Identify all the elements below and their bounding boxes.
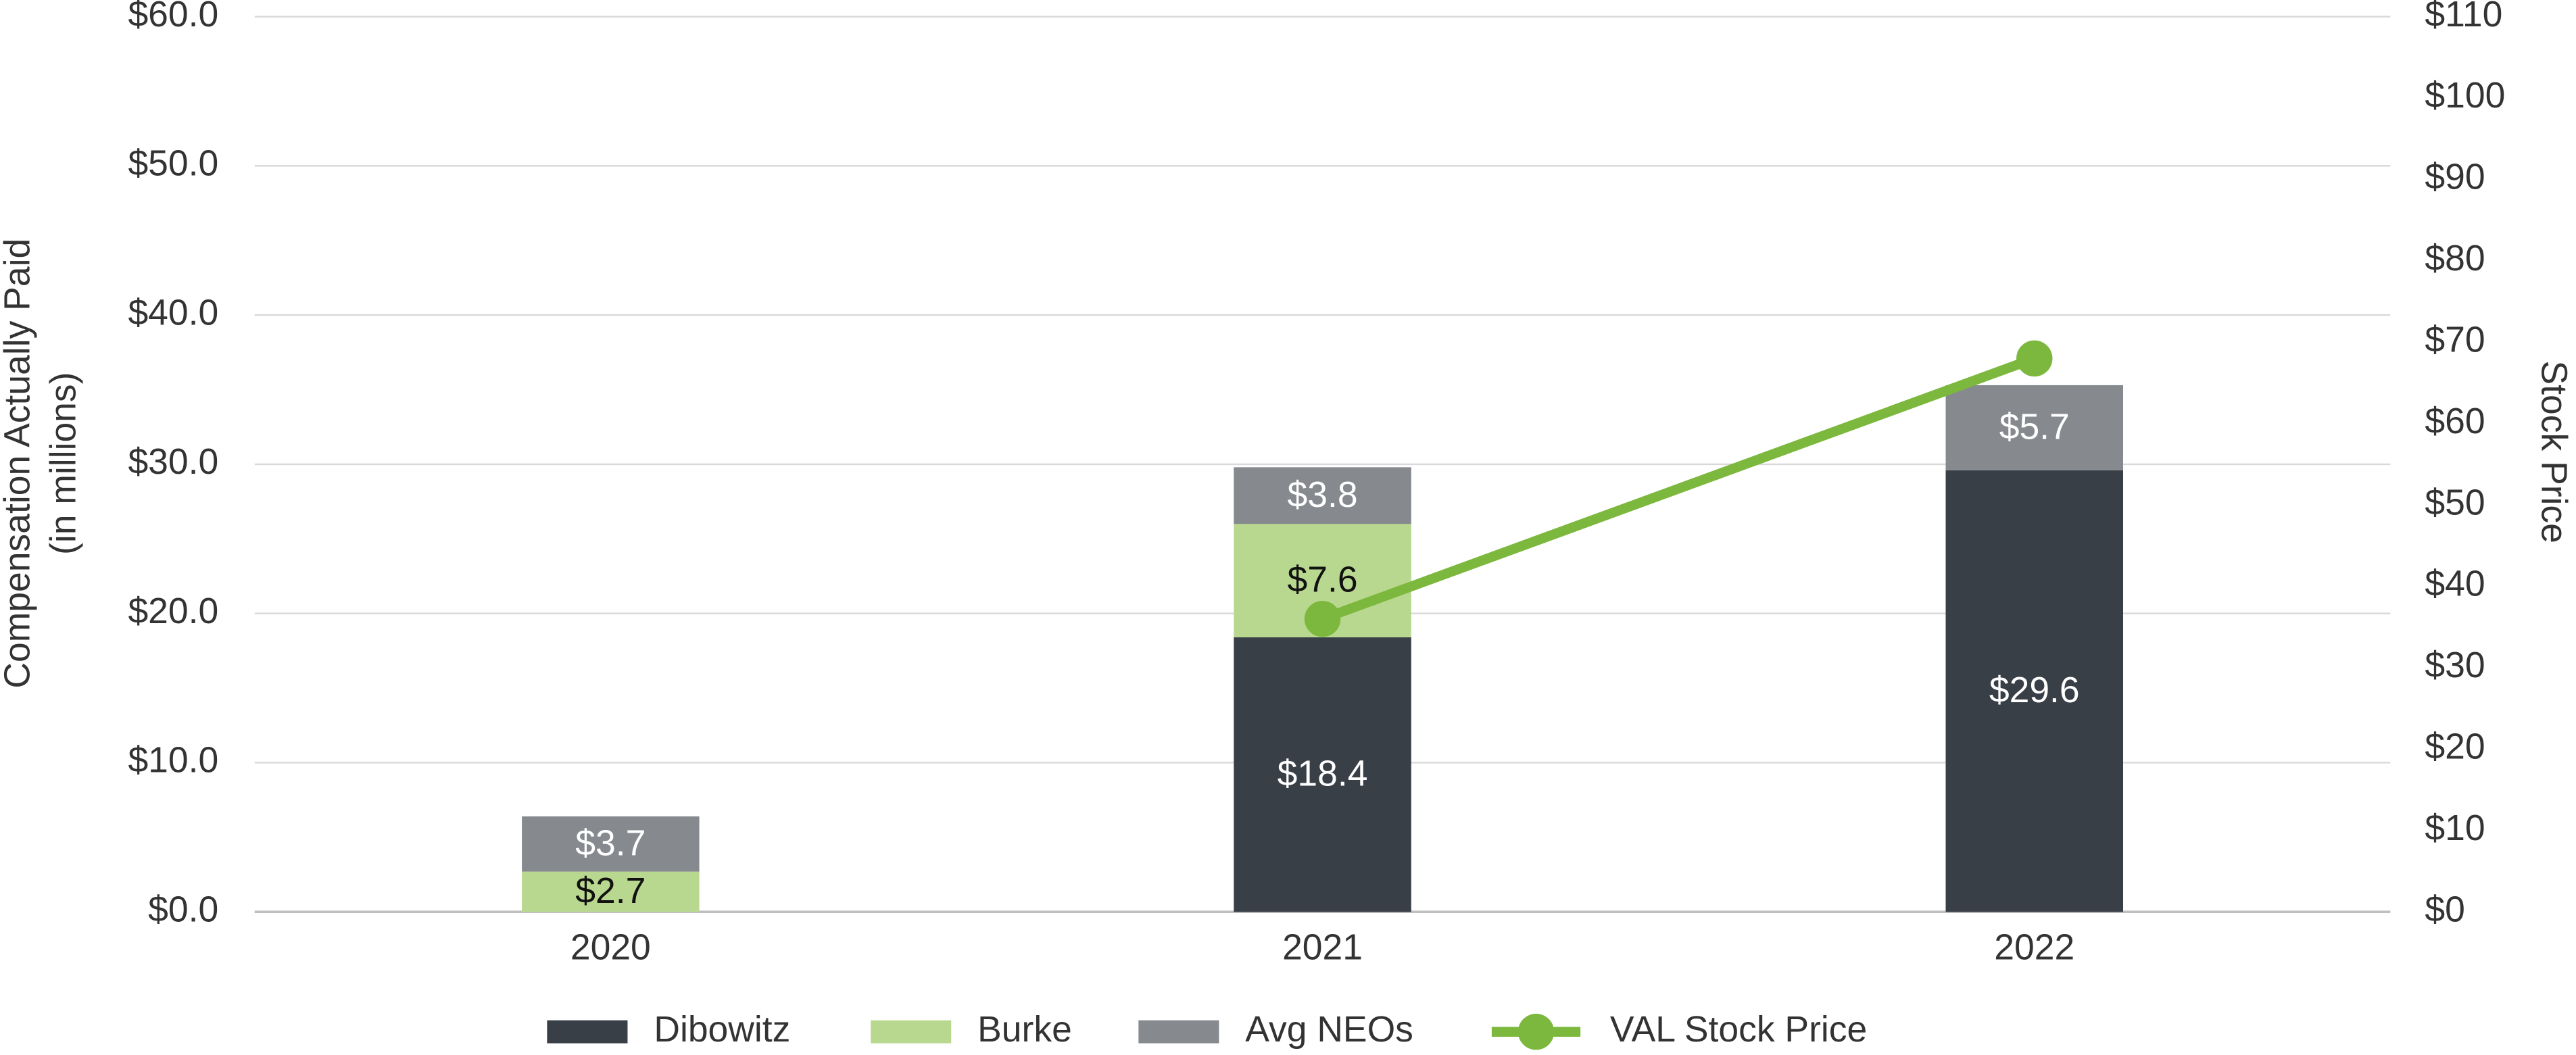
y2-tick-label: $110 (2425, 0, 2502, 34)
data-label: $5.7 (1999, 407, 2070, 447)
data-label: $29.6 (1989, 670, 2080, 710)
y-tick-label: $30.0 (128, 442, 218, 482)
y2-tick-label: $100 (2425, 76, 2505, 116)
y2-tick-label: $10 (2425, 808, 2485, 848)
legend-swatch (547, 1020, 628, 1044)
data-label: $3.8 (1288, 475, 1358, 515)
line-marker (2016, 340, 2053, 377)
bar-segment (1945, 470, 2123, 912)
data-label: $18.4 (1278, 754, 1368, 794)
y2-tick-label: $60 (2425, 401, 2485, 441)
y2-axis-title: Stock Price (2533, 360, 2573, 543)
bar-segment (1945, 385, 2123, 470)
x-tick-label: 2021 (1282, 927, 1363, 967)
legend-label: Dibowitz (654, 1010, 790, 1050)
data-label: $3.7 (575, 823, 646, 863)
bar-segment (522, 816, 700, 872)
y-tick-label: $0.0 (148, 889, 218, 929)
legend-marker (1517, 1013, 1555, 1050)
data-label: $7.6 (1288, 560, 1358, 600)
y2-tick-label: $80 (2425, 239, 2485, 278)
y2-tick-label: $40 (2425, 564, 2485, 604)
y2-tick-label: $90 (2425, 157, 2485, 197)
y-tick-label: $60.0 (128, 0, 218, 34)
y2-tick-label: $50 (2425, 483, 2485, 522)
y-axis-subtitle: (in millions) (43, 372, 83, 555)
legend-swatch (1138, 1020, 1219, 1044)
y-tick-label: $20.0 (128, 591, 218, 631)
line-marker (1304, 600, 1341, 637)
legend-label: VAL Stock Price (1610, 1010, 1867, 1050)
y-axis-title: Compensation Actually Paid (0, 239, 37, 689)
y2-tick-label: $70 (2425, 320, 2485, 360)
y-tick-label: $40.0 (128, 293, 218, 333)
y-tick-label: $10.0 (128, 741, 218, 781)
bar-segment (1234, 467, 1411, 524)
y2-tick-label: $30 (2425, 645, 2485, 685)
y2-tick-label: $0 (2425, 889, 2464, 929)
x-tick-label: 2020 (570, 927, 651, 967)
y2-tick-label: $20 (2425, 727, 2485, 767)
y-tick-label: $50.0 (128, 144, 218, 184)
legend-label: Burke (977, 1010, 1072, 1050)
bar-segment (1234, 637, 1411, 912)
legend-label: Avg NEOs (1245, 1010, 1413, 1050)
bar-segment (522, 871, 700, 912)
data-label: $2.7 (575, 871, 646, 911)
line-series (1321, 353, 2037, 624)
legend-swatch (871, 1020, 952, 1044)
x-tick-label: 2022 (1994, 927, 2074, 967)
